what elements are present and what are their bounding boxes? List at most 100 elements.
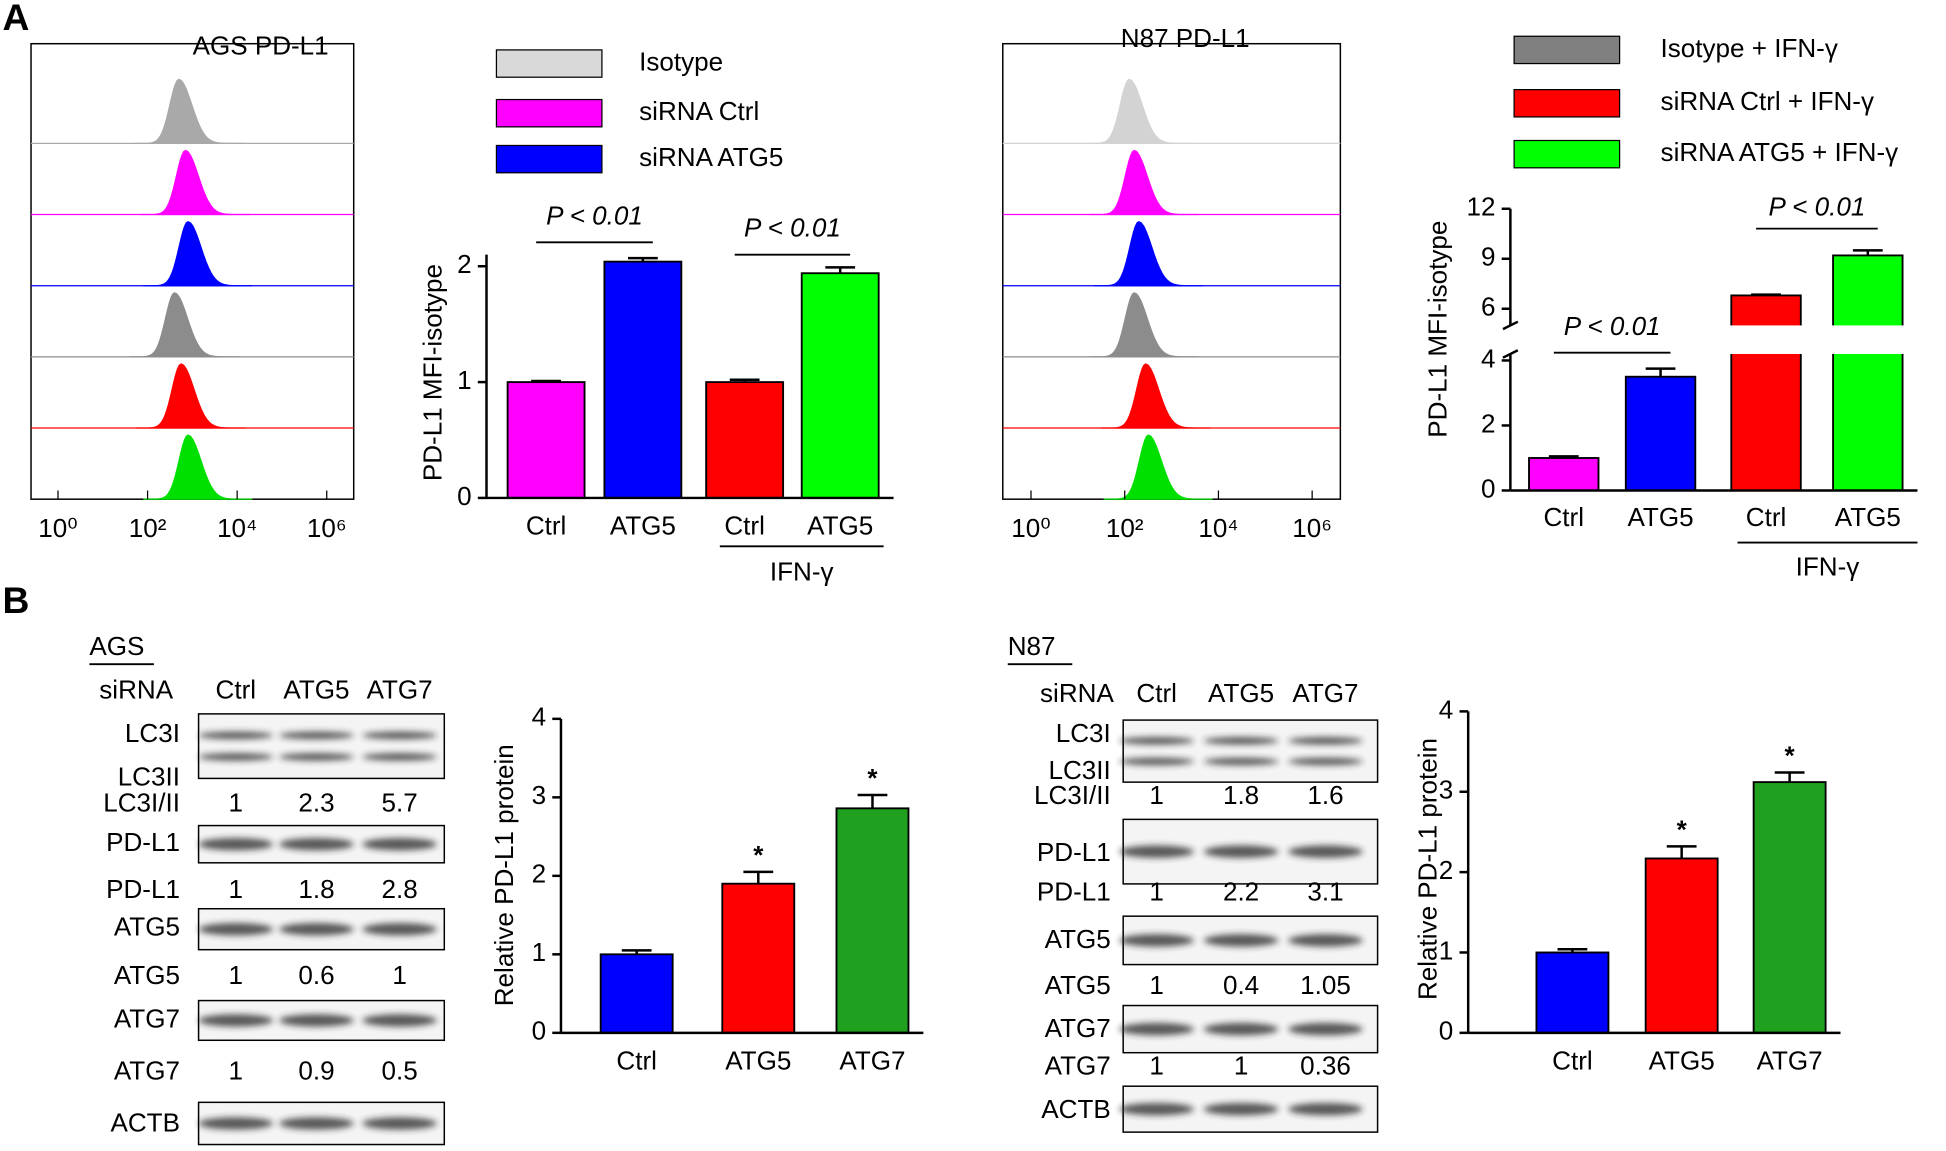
bar [1752,781,1827,1034]
blot-band [1119,757,1194,766]
legend-label: siRNA ATG5 [639,142,783,172]
panel-letter: B [2,579,29,621]
blot-band [1119,737,1194,745]
y-tick-label: 2 [457,249,472,279]
plot-frame [1002,42,1342,500]
histogram-peak [1089,149,1199,216]
quant-value: 0.4 [1223,970,1259,1000]
quant-label: LC3I/II [103,787,180,817]
significance-mark: * [1677,814,1688,844]
bar [1535,951,1610,1034]
quant-value: 5.7 [382,787,418,817]
blot-band [1288,1102,1363,1116]
legend-swatch [495,144,603,174]
quant-value: 2.3 [298,787,334,817]
blot-band [1119,845,1194,858]
bar [705,381,785,499]
legend-swatch [495,49,603,78]
significance-mark: * [867,763,878,793]
blot-header: Ctrl [1136,678,1177,708]
y-axis-label: Relative PD-L1 protein [1413,738,1443,1000]
blot-header: siRNA [1040,678,1114,708]
y-tick-label: 0 [457,481,472,511]
significance-mark: * [1785,740,1796,770]
significance-label: P < 0.01 [744,213,841,243]
histogram-peak [1089,292,1199,358]
blot-header: siRNA [99,674,173,704]
blot-row-label: ATG7 [1045,1013,1111,1043]
x-tick-label: ATG5 [1649,1046,1715,1076]
blot-header: Ctrl [216,674,257,704]
bar [800,272,880,499]
x-tick-label: ATG5 [807,511,873,541]
y-tick-label: 0 [1481,473,1496,503]
blot-band [1288,737,1363,745]
blot-band [1203,845,1279,858]
y-tick-label: 12 [1467,192,1496,222]
y-tick-label: 6 [1481,292,1496,322]
blot-row-label: LC3II [118,761,180,791]
axis-break-mark [1502,320,1519,359]
histogram-peak [140,149,250,216]
quant-value: 2.8 [382,874,418,904]
blot-header: ATG5 [1208,678,1274,708]
quant-value: 2.2 [1223,877,1259,907]
chart-title: AGS PD-L1 [193,30,329,60]
blot-band [279,837,354,851]
blot-row-label: ACTB [110,1108,179,1138]
legend-swatch [495,98,603,128]
blot-band [1288,845,1363,858]
blot-band [1203,1102,1279,1116]
legend-label: siRNA Ctrl [639,96,759,126]
y-tick-label: 3 [532,780,546,810]
quant-value: 1.8 [298,874,334,904]
quant-label: ATG7 [1045,1050,1111,1080]
blot-band [1119,934,1194,947]
histogram-peak [143,434,253,500]
quant-label: ATG5 [114,960,180,990]
histogram-peak [1103,434,1213,500]
bar [603,260,683,499]
x-tick-label: Ctrl [526,511,567,541]
blot-band [1288,1022,1363,1036]
quant-value: 1.05 [1300,970,1351,1000]
histogram-peak [143,220,253,287]
bar [1624,375,1697,492]
y-tick-label: 1 [457,365,472,395]
y-tick-label: 1 [1439,935,1454,965]
y-tick-label: 0 [1439,1016,1454,1046]
bar [1528,457,1600,492]
blot-band [362,923,437,936]
x-tick-label: ATG7 [1757,1046,1823,1076]
y-tick-label: 1 [532,937,546,967]
blot-band [279,1117,354,1130]
quant-value: 1 [229,960,244,990]
blot-band [362,753,437,761]
histogram-peak [1100,363,1210,429]
quant-value: 3.1 [1307,877,1343,907]
y-tick-label: 2 [1481,408,1496,438]
y-tick-label: 4 [1481,343,1496,373]
quant-label: PD-L1 [106,874,180,904]
group-label: IFN-γ [770,557,834,587]
blot-band [279,731,354,740]
bar [1644,857,1719,1034]
blot-band [198,1117,274,1130]
blot-row-label: ATG5 [1045,924,1111,954]
blot-band [279,753,354,761]
quant-label: ATG7 [114,1055,180,1085]
blot-band [1203,737,1279,745]
blot-band [1119,1022,1194,1036]
axis-break-gap [1497,325,1925,354]
blot-title: AGS [89,631,144,661]
blot-title: N87 [1008,631,1056,661]
quant-label: LC3I/II [1034,780,1111,810]
x-tick-label: Ctrl [1543,502,1584,532]
x-tick-label: 10⁶ [1292,513,1332,543]
y-axis-label: PD-L1 MFI-isotype [1423,221,1453,438]
x-tick-label: Ctrl [616,1046,657,1076]
histogram-peak [1094,220,1204,287]
bar [599,953,674,1034]
panel-letter: A [2,0,29,38]
bar [721,882,796,1034]
